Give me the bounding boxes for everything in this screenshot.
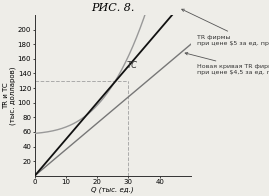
Text: Новая кривая TR фирмы
при цене $4,5 за ед. продукции: Новая кривая TR фирмы при цене $4,5 за е…: [185, 53, 269, 75]
X-axis label: Q (тыс. ед.): Q (тыс. ед.): [91, 187, 134, 193]
Text: TC: TC: [127, 61, 138, 70]
Y-axis label: TR и TC
(тыс. долларов): TR и TC (тыс. долларов): [3, 66, 16, 125]
Title: РИС. 8.: РИС. 8.: [91, 3, 134, 13]
Text: TR фирмы
при цене $5 за ед. продукции: TR фирмы при цене $5 за ед. продукции: [182, 9, 269, 46]
